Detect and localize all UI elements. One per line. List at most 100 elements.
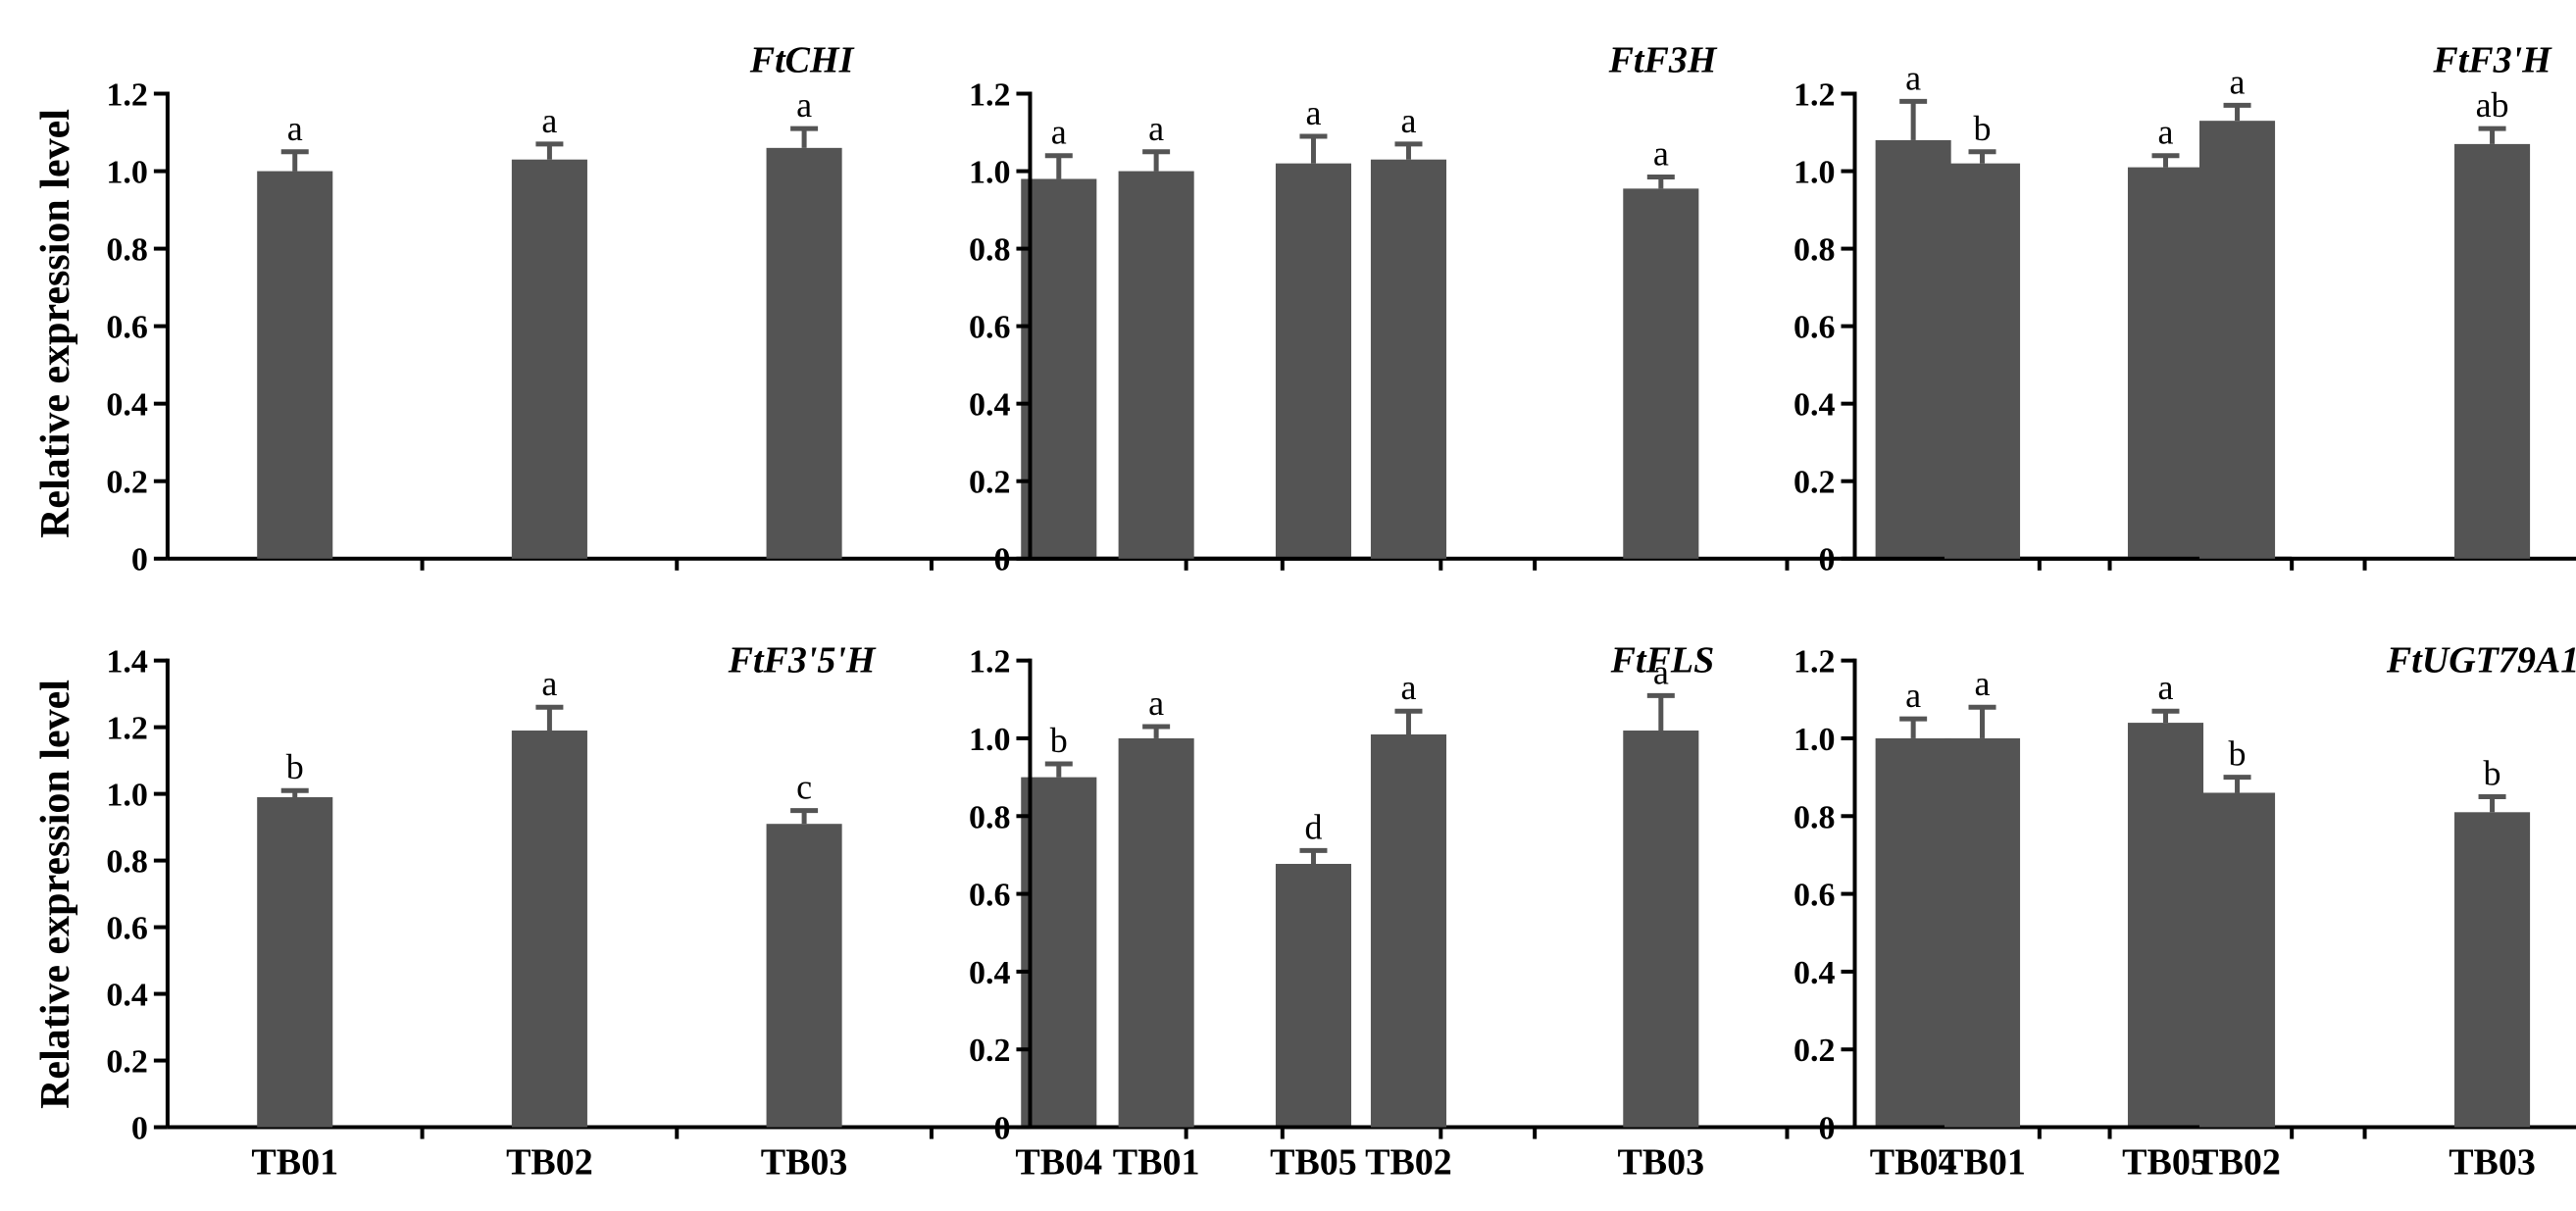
significance-label: a bbox=[287, 109, 303, 148]
bar-tb03 bbox=[766, 824, 842, 1128]
y-tick-label: 1.0 bbox=[969, 155, 1011, 191]
y-tick-label: 0 bbox=[993, 542, 1010, 579]
y-tick-label: 0.8 bbox=[106, 844, 148, 881]
significance-label: b bbox=[2484, 753, 2501, 792]
x-category-label: TB01 bbox=[251, 1142, 338, 1184]
bar-tb04 bbox=[1875, 737, 1951, 1128]
bar-tb05 bbox=[1275, 163, 1352, 559]
significance-label: a bbox=[1905, 676, 1921, 715]
x-category-label: TB01 bbox=[1113, 1142, 1200, 1184]
bar-tb04 bbox=[1021, 178, 1097, 559]
chart-ftchi: FtCHI 0 0.2 0.4 0.6 0.8 1.0 1.2 a a a a a bbox=[106, 40, 1443, 579]
x-category-label: TB03 bbox=[2449, 1142, 2536, 1184]
y-tick-label: 1.2 bbox=[106, 77, 148, 114]
y-tick-label: 1.0 bbox=[1793, 722, 1836, 758]
y-tick-label: 1.2 bbox=[969, 644, 1011, 681]
y-tick-label: 0.4 bbox=[969, 955, 1011, 991]
bar-tb02 bbox=[1370, 733, 1447, 1128]
chart-title: FtF3'H bbox=[2432, 40, 2552, 81]
bar-tb03 bbox=[2454, 143, 2531, 559]
y-tick-label: 0.6 bbox=[106, 911, 148, 947]
bar-tb05 bbox=[1275, 863, 1352, 1128]
y-tick-label: 0.8 bbox=[1793, 799, 1836, 835]
bar-tb01 bbox=[1944, 163, 2021, 559]
y-tick-label: 0 bbox=[131, 542, 148, 579]
chart-ftf3h: FtF3H 0 0.2 0.4 0.6 0.8 1.0 1.2 a a a a a bbox=[969, 40, 2295, 579]
chart-panels: FtCHI 0 0.2 0.4 0.6 0.8 1.0 1.2 a a a a a FtF3H 0 0.2 0.… bbox=[106, 40, 2576, 1184]
significance-label: b bbox=[286, 747, 304, 786]
y-tick-label: 1.4 bbox=[106, 644, 148, 681]
y-tick-label: 0.6 bbox=[1793, 310, 1836, 346]
y-tick-label: 0.4 bbox=[106, 387, 148, 424]
bar-tb03 bbox=[1623, 188, 1699, 559]
y-tick-label: 1.2 bbox=[1793, 644, 1836, 681]
y-tick-label: 0.8 bbox=[1793, 232, 1836, 269]
significance-label: b bbox=[1050, 721, 1068, 760]
significance-label: b bbox=[1974, 109, 1992, 148]
significance-label: a bbox=[1975, 664, 1991, 703]
significance-label: a bbox=[1653, 652, 1669, 691]
y-tick-label: 0.2 bbox=[969, 465, 1011, 501]
y-tick-label: 0.8 bbox=[969, 232, 1011, 269]
significance-label: a bbox=[1400, 668, 1416, 707]
chart-title: FtF3H bbox=[1608, 40, 1718, 81]
significance-label: a bbox=[1051, 113, 1067, 152]
significance-label: a bbox=[1305, 93, 1321, 132]
y-tick-label: 0.8 bbox=[969, 799, 1011, 835]
bar-tb01 bbox=[257, 797, 333, 1128]
y-tick-label: 0.8 bbox=[106, 232, 148, 269]
significance-label: b bbox=[2229, 734, 2247, 774]
significance-label: a bbox=[2157, 668, 2173, 707]
bar-tb02 bbox=[1370, 159, 1447, 559]
y-tick-label: 0.2 bbox=[969, 1033, 1011, 1069]
y-tick-label: 1.0 bbox=[1793, 155, 1836, 191]
chart-title: FtUGT79A15 bbox=[2386, 639, 2576, 681]
y-tick-label: 0.2 bbox=[1793, 465, 1836, 501]
x-category-label: TB01 bbox=[1939, 1142, 2026, 1184]
x-category-label: TB02 bbox=[506, 1142, 593, 1184]
row-1-y-axis-label: Relative expression level bbox=[33, 109, 78, 538]
y-tick-label: 0.4 bbox=[1793, 387, 1836, 424]
y-tick-label: 1.0 bbox=[969, 722, 1011, 758]
bar-tb01 bbox=[1944, 737, 2021, 1128]
significance-label: a bbox=[1905, 58, 1921, 97]
y-tick-label: 1.2 bbox=[969, 77, 1011, 114]
significance-label: a bbox=[1653, 133, 1669, 173]
y-tick-label: 1.0 bbox=[106, 155, 148, 191]
significance-label: a bbox=[541, 664, 557, 703]
bar-tb04 bbox=[1875, 139, 1951, 559]
bar-tb02 bbox=[511, 731, 587, 1128]
y-tick-label: 0 bbox=[993, 1111, 1010, 1147]
significance-label: a bbox=[2230, 62, 2246, 101]
y-tick-label: 0.2 bbox=[106, 1044, 148, 1081]
y-tick-label: 0.4 bbox=[1793, 955, 1836, 991]
x-category-label: TB04 bbox=[1870, 1142, 1957, 1184]
y-tick-label: 1.2 bbox=[106, 711, 148, 747]
bar-tb01 bbox=[1118, 737, 1194, 1128]
bar-tb02 bbox=[2199, 792, 2276, 1128]
y-tick-label: 0.2 bbox=[1793, 1033, 1836, 1069]
y-tick-label: 0.6 bbox=[106, 310, 148, 346]
x-category-label: TB02 bbox=[2194, 1142, 2281, 1184]
row-2-y-axis-label: Relative expression level bbox=[33, 680, 78, 1109]
chart-ftf3-h: FtF3'H00.20.40.60.81.01.2baabbcc bbox=[1793, 40, 2576, 579]
bar-tb04 bbox=[1021, 777, 1097, 1128]
y-tick-label: 1.2 bbox=[1793, 77, 1836, 114]
y-tick-label: 1.0 bbox=[106, 778, 148, 814]
significance-label: ab bbox=[2476, 85, 2509, 125]
chart-title: FtF3'5'H bbox=[728, 639, 877, 681]
x-category-label: TB03 bbox=[761, 1142, 848, 1184]
x-category-label: TB03 bbox=[1617, 1142, 1704, 1184]
y-tick-label: 0 bbox=[1819, 1111, 1836, 1147]
chart-ftugt79a15: FtUGT79A15 0 0.2 0.4 0.6 0.8 1.0 1.2 a TB01 b TB02 b… bbox=[1793, 639, 2576, 1184]
bar-tb01 bbox=[257, 171, 333, 559]
bar-tb05 bbox=[2127, 723, 2204, 1128]
chart-title: FtFLS bbox=[1610, 639, 1715, 681]
x-category-label: TB05 bbox=[2122, 1142, 2209, 1184]
y-tick-label: 0.6 bbox=[1793, 878, 1836, 914]
y-tick-label: 0.6 bbox=[969, 310, 1011, 346]
x-category-label: TB05 bbox=[1270, 1142, 1357, 1184]
y-tick-label: 0 bbox=[1819, 542, 1836, 579]
significance-label: a bbox=[541, 101, 557, 140]
